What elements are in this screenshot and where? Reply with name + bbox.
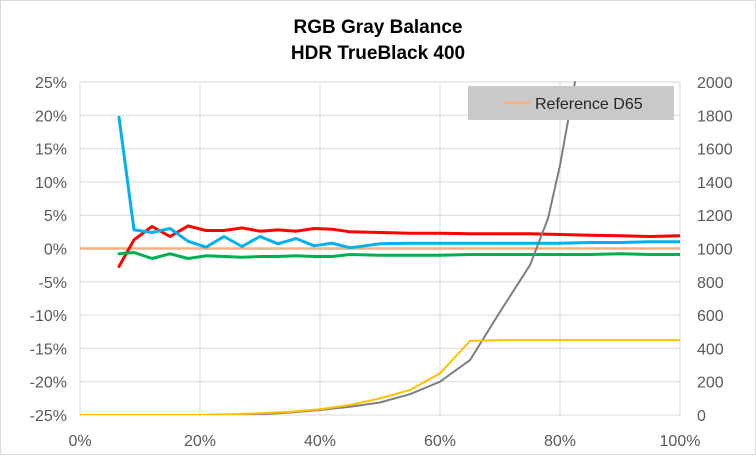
y-left-tick-label: 5% [44,208,67,225]
y-right-tick-label: 1600 [697,142,733,159]
chart-title-group: RGB Gray Balance HDR TrueBlack 400 [291,17,465,64]
y-right-tick-label: 1200 [697,208,733,225]
y-right-tick-label: 600 [697,308,724,325]
y-left-tick-label: -20% [30,375,67,392]
legend-label: Reference D65 [535,96,643,113]
series-line-6 [80,339,680,415]
y-left-tick-label: 0% [44,242,67,259]
y-right-tick-label: 800 [697,275,724,292]
chart-title-line-1: RGB Gray Balance [294,17,463,38]
series-line-2 [117,224,680,268]
x-tick-label: 80% [544,433,576,450]
tick-labels: -25% -20% -15% -10% -5% 0% 5% 10% 15% 20% 25% 0 200 4… [30,75,733,450]
gridlines [79,81,681,416]
y-right-tick-label: 200 [697,375,724,392]
y-right-tick-label: 1000 [697,242,733,259]
y-right-tick-label: 1800 [697,108,733,125]
y-right-tick-label: 2000 [697,75,733,92]
y-left-tick-label: -15% [30,341,67,358]
y-left-tick-label: 15% [35,142,67,159]
y-right-tick-label: 1400 [697,175,733,192]
series-line-3 [117,251,680,260]
x-tick-label: 40% [304,433,336,450]
series-group [80,81,680,415]
y-right-tick-label: 0 [697,408,706,425]
legend: Reference D65 [468,86,674,120]
series-clip-group [80,81,680,415]
x-tick-label: 100% [660,433,701,450]
y-left-tick-label: -5% [39,275,67,292]
y-left-tick-label: -10% [30,308,67,325]
chart-title-line-2: HDR TrueBlack 400 [291,43,465,64]
legend-box [468,86,674,120]
y-right-tick-label: 400 [697,341,724,358]
y-left-tick-label: 10% [35,175,67,192]
series-line-4 [117,115,680,250]
y-left-tick-label: 25% [35,75,67,92]
x-tick-label: 0% [68,433,91,450]
x-tick-label: 20% [184,433,216,450]
x-tick-label: 60% [424,433,456,450]
y-left-tick-label: -25% [30,408,67,425]
y-left-tick-label: 20% [35,108,67,125]
